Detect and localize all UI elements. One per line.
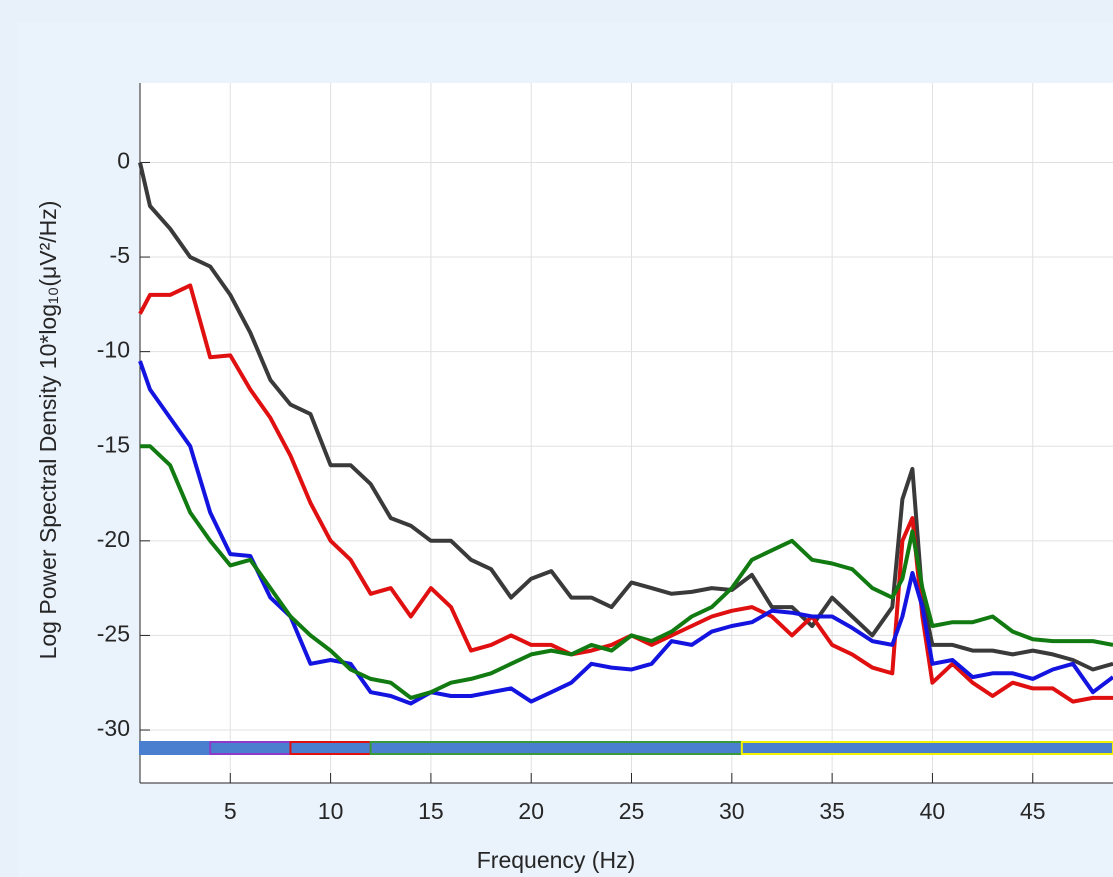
x-tick-label: 30 (719, 798, 745, 824)
y-tick-label: -20 (97, 526, 130, 552)
x-tick-label: 15 (418, 798, 444, 824)
frequency-band (740, 741, 1113, 755)
y-tick-label: -5 (110, 242, 130, 268)
frequency-band (289, 741, 372, 755)
x-tick-label: 20 (518, 798, 544, 824)
frequency-band (369, 741, 743, 755)
y-tick-label: -15 (97, 431, 130, 457)
y-tick-label: 0 (117, 148, 130, 174)
x-tick-label: 25 (619, 798, 645, 824)
series-line (138, 360, 1113, 706)
x-axis-label: Frequency (Hz) (477, 847, 635, 873)
x-tick-label: 40 (920, 798, 946, 824)
y-tick-label: -10 (97, 337, 130, 363)
y-tick-label: -25 (97, 621, 130, 647)
x-tick-label: 45 (1020, 798, 1046, 824)
y-tick-label: -30 (97, 715, 130, 741)
x-tick-label: 35 (819, 798, 845, 824)
frequency-band (139, 741, 212, 755)
frequency-band (209, 741, 292, 755)
series-line (138, 162, 1113, 672)
x-tick-label: 10 (318, 798, 344, 824)
x-tick-label: 5 (224, 798, 237, 824)
series-line (140, 444, 1113, 700)
y-axis-label: Log Power Spectral Density 10*log₁₀(μV²/… (35, 201, 61, 660)
